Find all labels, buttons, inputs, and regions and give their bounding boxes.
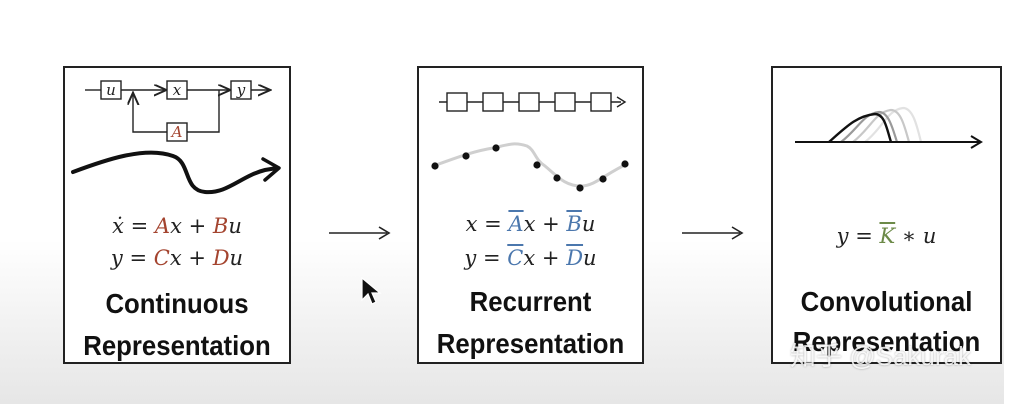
sampled-signal-curve: [432, 142, 628, 188]
continuous-panel: u x y A ẋ = Ax + Bu y = Cx + Du Continuo…: [63, 66, 291, 364]
convolution-equation: y = K ∗ u: [836, 224, 937, 248]
block-diagram: u x y A: [71, 80, 281, 195]
matrix-b: B: [212, 214, 229, 238]
convolutional-title-line2: Representation: [792, 326, 981, 357]
discrete-output-equation: y = Cx + Du: [464, 246, 597, 270]
chain-cell: [554, 92, 576, 112]
recurrent-title-line2: Representation: [436, 328, 625, 359]
time-axis-arrowhead: [970, 135, 983, 149]
continuous-title-line2: Representation: [83, 330, 271, 361]
sample-point: [553, 174, 561, 182]
feedback-wire-left: [133, 94, 167, 133]
continuous-title-line1: Continuous: [105, 288, 249, 319]
sample-point: [431, 162, 439, 170]
arrow-continuous-to-recurrent: [327, 224, 393, 246]
sample-point: [599, 175, 607, 183]
chain-cell: [518, 92, 540, 112]
matrix-d-bar: D: [566, 246, 584, 270]
output-equation: y = Cx + Du: [110, 246, 244, 270]
discrete-state-equation: x = Ax + Bu: [465, 212, 596, 236]
matrix-a-bar: A: [508, 212, 524, 236]
signal-arrowhead: [261, 157, 281, 182]
chain-arrowhead: [616, 96, 627, 108]
sample-point: [533, 161, 541, 169]
kernel-echo-1: [840, 110, 899, 143]
watermark: 知乎 @Sakurak: [790, 341, 971, 371]
x-block-label: x: [173, 81, 182, 99]
u-block-label: u: [106, 81, 116, 99]
matrix-d: D: [212, 246, 230, 270]
convolutional-title-line1: Convolutional: [800, 286, 973, 317]
continuous-signal-curve: [71, 150, 279, 195]
mouse-pointer-icon: [360, 276, 382, 312]
sample-point: [462, 152, 470, 160]
sample-point: [492, 144, 500, 152]
matrix-c-bar: C: [507, 246, 524, 270]
kernel-shape: [828, 112, 893, 143]
convolution-diagram: [795, 106, 983, 149]
kernel-echo-3: [864, 106, 923, 143]
sample-point: [576, 184, 584, 192]
kernel-k-bar: K: [879, 224, 896, 248]
right-edge-strip: [1004, 0, 1024, 404]
recurrent-panel: x = Ax + Bu y = Cx + Du Recurrent Repres…: [417, 66, 644, 364]
state-equation: ẋ = Ax + Bu: [112, 214, 242, 238]
sample-point: [621, 160, 629, 168]
chain-cell: [590, 92, 612, 112]
arrow-recurrent-to-convolutional: [680, 224, 746, 246]
matrix-b-bar: B: [566, 212, 582, 236]
chain-cell: [446, 92, 468, 112]
matrix-c: C: [153, 246, 170, 270]
a-block-label: A: [170, 123, 183, 141]
recurrent-diagram: [431, 92, 629, 192]
convolutional-panel: y = K ∗ u Convolutional Representation: [771, 66, 1002, 364]
kernel-echo-2: [852, 108, 911, 143]
recurrent-title-line1: Recurrent: [469, 286, 592, 317]
y-block-label: y: [236, 81, 246, 99]
chain-cell: [482, 92, 504, 112]
feedback-wire-right: [187, 90, 220, 133]
matrix-a: A: [154, 214, 171, 238]
